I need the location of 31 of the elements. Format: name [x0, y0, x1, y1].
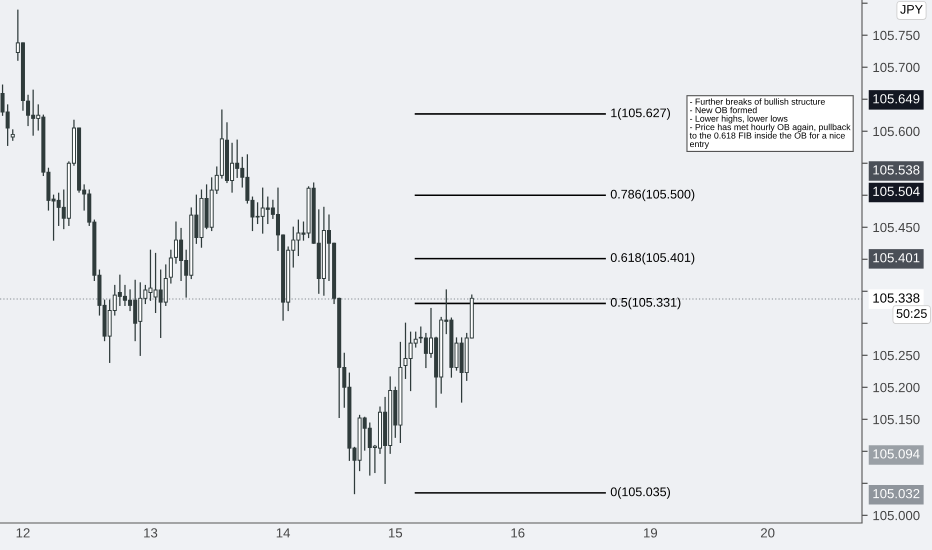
- x-tick-label: 19: [644, 528, 658, 538]
- ref-line-label: 0(105.035): [610, 487, 670, 499]
- ref-line-label: 0.786(105.500): [610, 189, 694, 202]
- annotation: - Further breaks of bullish structure - New OB formed - Lower highs, lower lows - Price has met hourly OB again, pullback to the 0.618 FIB inside the OB for a nice entry: [690, 98, 851, 149]
- text: 50:25: [896, 309, 927, 318]
- x-tick-label: 14: [276, 528, 290, 538]
- x-tick-label: 12: [16, 528, 30, 538]
- text: 105.401: [873, 253, 920, 262]
- text: JPY: [900, 5, 923, 14]
- text: 105.538: [873, 165, 920, 175]
- y-tick-label: 105.000: [873, 510, 920, 520]
- y-tick-label: 105.450: [873, 222, 920, 232]
- text: 105.504: [873, 186, 920, 196]
- x-tick-label: 16: [511, 528, 524, 538]
- ref-line-label: 1(105.627): [611, 108, 670, 120]
- text: 105.094: [873, 449, 920, 459]
- y-tick-label: 105.700: [873, 62, 920, 72]
- y-tick-label: 105.600: [873, 126, 920, 136]
- x-tick-label: 15: [388, 528, 402, 538]
- ref-line-label: 0.5(105.331): [610, 298, 680, 310]
- y-tick-label: 105.150: [873, 414, 920, 424]
- text: 105.649: [873, 94, 920, 104]
- x-tick-label: 13: [144, 528, 158, 538]
- y-tick-label: 105.200: [873, 382, 920, 392]
- text: 105.338: [873, 293, 920, 303]
- text: 105.032: [873, 488, 920, 498]
- candlestick: [10, 129, 15, 141]
- y-tick-label: 105.750: [873, 30, 920, 40]
- y-tick-label: 105.250: [873, 350, 920, 360]
- x-tick-label: 20: [760, 528, 774, 538]
- ref-line-label: 0.618(105.401): [610, 252, 694, 264]
